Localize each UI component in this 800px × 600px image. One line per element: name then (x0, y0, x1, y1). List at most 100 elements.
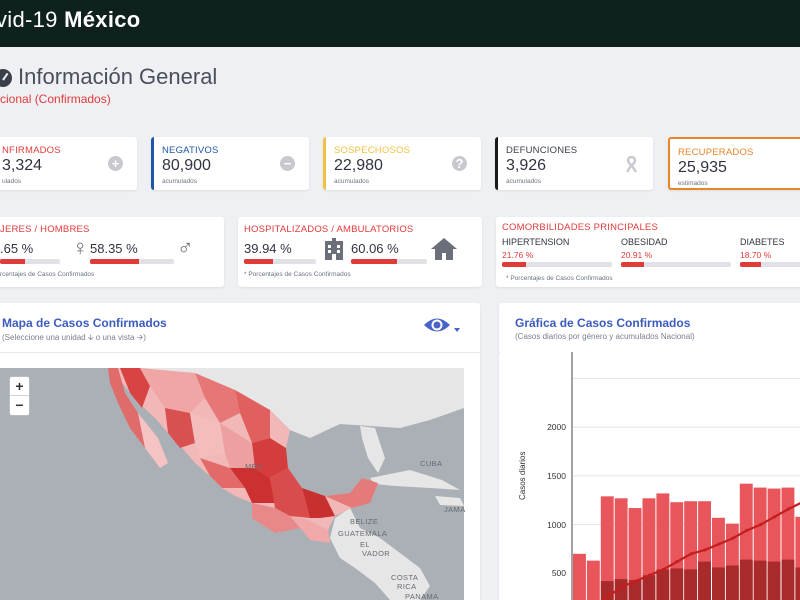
stat-label: SOSPECHOSOS (334, 145, 411, 156)
view-dropdown-caret-icon[interactable] (454, 328, 460, 332)
minus-circle-icon: − (280, 156, 295, 171)
house-icon (430, 237, 458, 266)
page-title: Información General (18, 64, 218, 89)
stat-sublabel: estimados (678, 180, 708, 187)
map-divider (0, 352, 480, 353)
daily-cases-chart (500, 352, 800, 600)
choropleth-map[interactable] (0, 368, 464, 600)
map-label-belize: BELIZE (350, 517, 379, 526)
stat-sublabel: ulados (2, 178, 22, 185)
stat-value: 3,926 (506, 157, 547, 174)
stat-label: NFIRMADOS (2, 145, 61, 156)
stat-sublabel: acumulados (334, 178, 370, 185)
map-label-guatemala: GUATEMALA (338, 529, 388, 538)
chart-y-tick: 500 (551, 568, 566, 579)
chart-cumulative-point (675, 560, 679, 564)
comorbidity-percent: 21.76 % (502, 250, 534, 260)
chart-bar-series-0 (628, 508, 642, 600)
chart-cumulative-point (606, 595, 610, 599)
comorbidity-name: HIPERTENSION (502, 237, 570, 247)
chart-y-tick: 1500 (547, 470, 566, 481)
map-label-el-salvador-1: EL (360, 540, 370, 549)
chart-cumulative-point (745, 528, 749, 533)
chart-bar-series-0 (614, 498, 628, 600)
chart-bar-series-1 (712, 567, 725, 600)
chart-y-tick: 1000 (547, 519, 566, 530)
app-title: vid-19 México (0, 7, 141, 32)
stat-label: RECUPERADOS (678, 147, 754, 158)
chart-bar-series-1 (698, 561, 711, 600)
chart-cumulative-point (717, 542, 721, 546)
comorbidity-name: DIABETES (740, 237, 785, 247)
chart-bar-series-1 (767, 561, 781, 600)
chart-bar-series-1 (725, 565, 739, 600)
ambulatory-percent: 60.06 % (351, 241, 399, 256)
stat-label: DEFUNCIONES (506, 145, 578, 156)
chart-bar-series-1 (670, 568, 684, 600)
daily-cases-chart-svg (571, 352, 800, 600)
top-bar: vid-19 México (0, 0, 800, 47)
hospital-note: * Porcentajes de Casos Confirmados (244, 271, 351, 278)
stat-value: 22,980 (334, 157, 383, 174)
page-subtitle: cional (Confirmados) (0, 92, 111, 106)
gender-panel: JERES / HOMBRES .65 % ♀ 58.35 % ♂ rcenta… (0, 217, 224, 287)
gender-note: rcentajes de Casos Confirmados (0, 271, 95, 278)
stat-card-3[interactable]: DEFUNCIONES 3,926 acumulados (495, 137, 653, 190)
female-icon: ♀ (72, 235, 89, 260)
map-subtitle: (Seleccione una unidad 🡫 o una vista 🡪) (2, 333, 146, 342)
stat-sublabel: acumulados (506, 178, 542, 185)
stat-value: 25,935 (678, 159, 727, 176)
chart-bar-series-1 (753, 560, 767, 600)
ambulatory-bar (351, 259, 427, 264)
question-circle-icon: ? (452, 156, 467, 171)
chart-cumulative-point (759, 523, 763, 527)
plus-circle-icon: + (108, 156, 123, 171)
comorbidity-bar (502, 262, 612, 267)
zoom-in-button[interactable]: + (10, 377, 29, 396)
chart-cumulative-point (620, 585, 624, 589)
comorbidities-title: COMORBILIDADES PRINCIPALES (502, 222, 659, 233)
map-label-mexico: MÉX (245, 462, 263, 471)
chart-bar-series-1 (628, 580, 642, 600)
comorbidity-percent: 20.91 % (621, 250, 653, 260)
comorbidity-bar (740, 262, 800, 267)
ribbon-icon (624, 155, 639, 173)
chart-cumulative-point (731, 536, 735, 540)
map-label-costa: COSTA (391, 573, 419, 582)
stat-value: 80,900 (162, 157, 211, 174)
map-zoom-control: + − (9, 376, 30, 416)
stat-card-4[interactable]: RECUPERADOS 25,935 estimados (668, 137, 800, 190)
male-percent: 58.35 % (90, 241, 138, 256)
chart-bar-series-1 (614, 579, 628, 600)
comorbidities-panel: COMORBILIDADES PRINCIPALES HIPERTENSION 2… (496, 217, 800, 287)
chart-cumulative-point (647, 573, 652, 577)
stat-card-2[interactable]: SOSPECHOSOS 22,980 acumulados? (323, 137, 481, 190)
chart-cumulative-point (661, 567, 665, 572)
chart-subtitle: (Casos diarios por género y acumulados N… (515, 332, 695, 341)
map-label-jamaica: JAMA (444, 505, 466, 514)
zoom-out-button[interactable]: − (15, 397, 24, 413)
chart-bar-series-1 (739, 559, 753, 600)
stat-sublabel: acumulados (162, 178, 198, 185)
stat-card-0[interactable]: NFIRMADOS 3,324 ulados + (0, 137, 137, 190)
chart-cumulative-point (703, 548, 707, 552)
chart-title: Gráfica de Casos Confirmados (515, 316, 691, 330)
map-label-cuba: CUBA (420, 459, 443, 468)
hospitalized-bar (244, 259, 316, 264)
stat-card-1[interactable]: NEGATIVOS 80,900 acumulados − (151, 137, 309, 190)
chart-cumulative-point (633, 579, 638, 583)
chart-bar-series-0 (600, 496, 614, 600)
chart-bar-series-1 (781, 559, 795, 600)
chart-bar-series-1 (684, 569, 698, 600)
view-eye-icon[interactable] (423, 316, 451, 334)
gauge-icon (0, 69, 12, 87)
map-label-el-salvador-2: VADOR (362, 549, 391, 558)
map-title: Mapa de Casos Confirmados (2, 316, 167, 330)
hospital-panel-title: HOSPITALIZADOS / AMBULATORIOS (244, 224, 414, 235)
comorbidity-name: OBESIDAD (621, 237, 668, 247)
chart-cumulative-point (786, 507, 791, 511)
chart-bar-series-1 (795, 567, 800, 600)
map-label-panama: PANAMA (405, 592, 439, 600)
stat-label: NEGATIVOS (162, 145, 219, 156)
map-label-rica: RICA (397, 582, 417, 591)
